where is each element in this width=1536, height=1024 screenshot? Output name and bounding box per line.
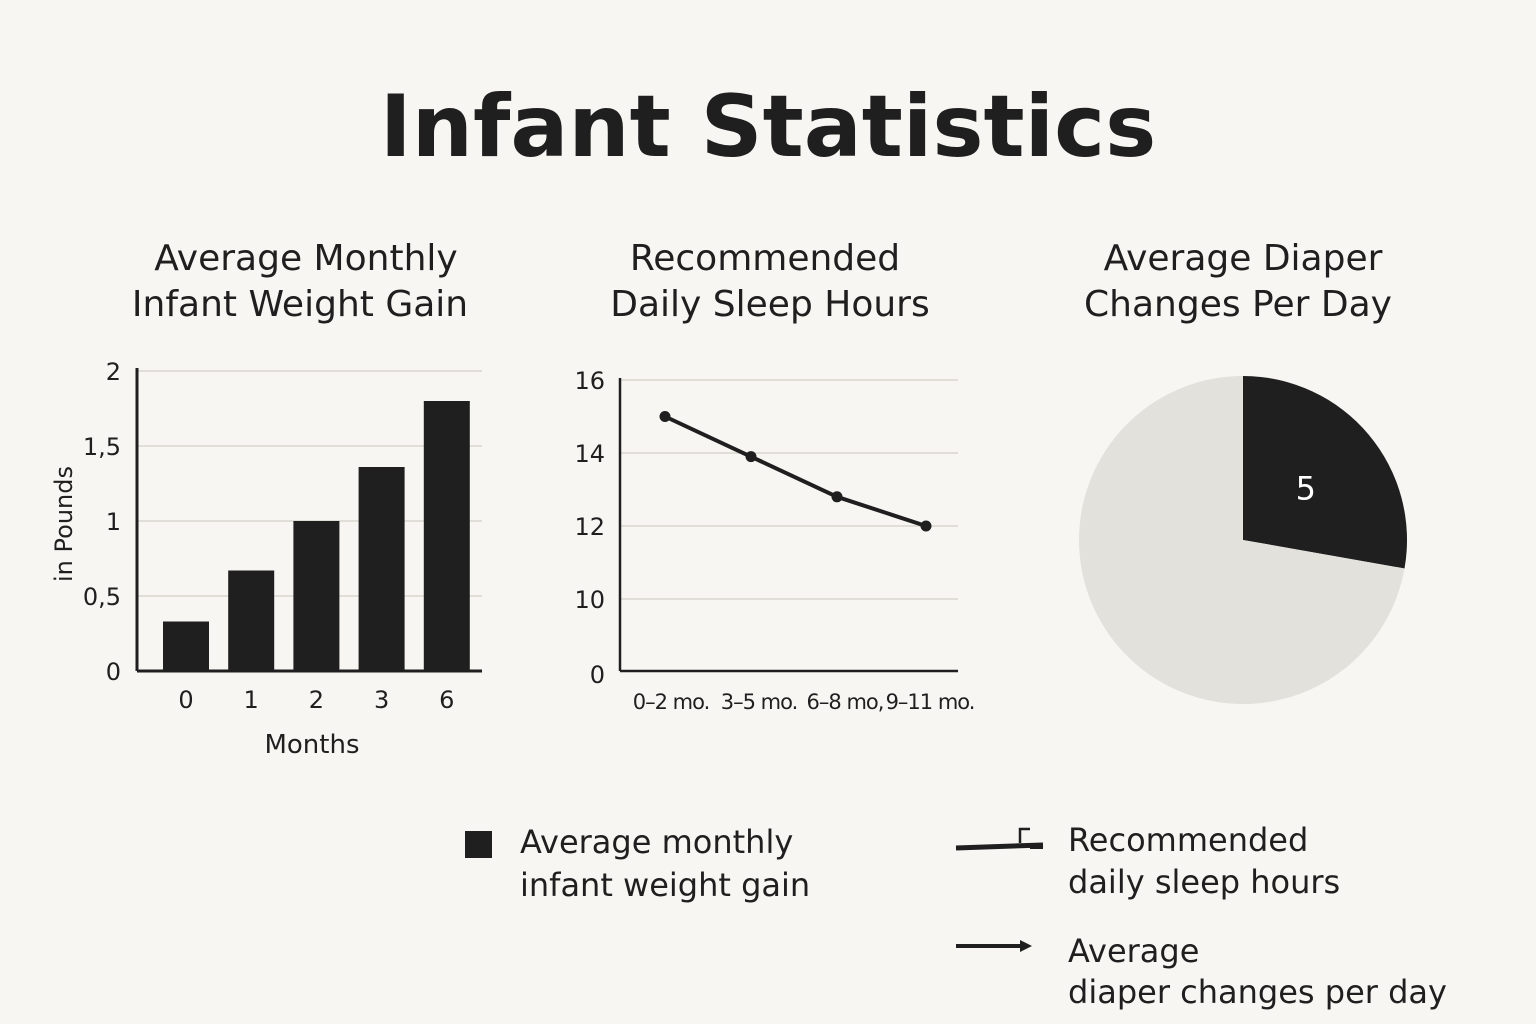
sleep-chart-point [831, 491, 843, 503]
legend-weight-line-2: infant weight gain [520, 866, 810, 904]
weight-chart-bar [423, 401, 470, 671]
weight-chart-bar [293, 521, 340, 671]
sleep-chart-gridlines [620, 379, 958, 600]
weight-chart-y-tick-label: 1,5 [83, 433, 121, 461]
weight-chart-y-tick-label: 2 [106, 358, 121, 386]
sleep-chart-y-tick-label: 10 [574, 586, 605, 614]
weight-chart-x-tick-label: 0 [178, 686, 193, 714]
weight-chart-x-ticks: 0 1 2 3 6 [178, 686, 454, 714]
weight-chart-x-tick-label: 2 [309, 686, 324, 714]
legend-item-diaper: Average diaper changes per day [956, 932, 1447, 1011]
weight-chart-y-tick-label: 1 [106, 508, 121, 536]
sleep-chart-x-tick-label: 0–2 mo. [633, 690, 710, 714]
legend-weight-line-1: Average monthly [520, 823, 793, 861]
weight-chart-title-line-2: Infant Weight Gain [132, 284, 468, 325]
sleep-chart-x-ticks: 0–2 mo. 3–5 mo. 6–8 mo, 9–11 mo. [633, 690, 976, 714]
sleep-chart-y-tick-label: 12 [574, 513, 605, 541]
sleep-chart-y-tick-label: 16 [574, 367, 605, 395]
weight-chart-y-tick-label: 0,5 [83, 583, 121, 611]
sleep-chart-point [745, 451, 757, 463]
sleep-chart-x-tick-label: 3–5 mo. [721, 690, 798, 714]
arrow-icon [956, 940, 1032, 952]
weight-chart-y-tick-label: 0 [106, 658, 121, 686]
sleep-chart-y-base-label: 0 [590, 661, 605, 689]
legend-item-sleep: Recommended daily sleep hours [955, 821, 1340, 901]
legend-diaper-line-1: Average [1068, 932, 1199, 970]
legend-sleep-line-1: Recommended [1068, 821, 1308, 859]
legend-diaper-line-2: diaper changes per day [1068, 973, 1447, 1011]
sleep-chart-point [659, 411, 671, 422]
diaper-changes-chart: Average Diaper Changes Per Day 5 [1078, 238, 1407, 704]
diaper-chart-title-line-1: Average Diaper [1104, 238, 1383, 279]
sleep-hours-chart: Recommended Daily Sleep Hours 10 12 14 16 0… [574, 238, 976, 714]
square-icon [465, 831, 492, 858]
diaper-chart-title-line-2: Changes Per Day [1084, 284, 1392, 325]
diaper-chart-labels: 5 [1296, 469, 1316, 507]
weight-gain-chart: Average Monthly Infant Weight Gain 0 0,5 1… [50, 238, 482, 760]
diaper-chart-slice [1243, 376, 1407, 569]
legend-item-weight: Average monthly infant weight gain [465, 823, 810, 904]
diaper-chart-slice [1078, 376, 1405, 704]
sleep-chart-title-line-2: Daily Sleep Hours [610, 284, 929, 325]
weight-chart-x-tick-label: 3 [374, 686, 389, 714]
line-icon [955, 827, 1044, 851]
sleep-chart-points [659, 411, 932, 532]
weight-chart-bars [163, 401, 470, 671]
weight-chart-y-label: in Pounds [50, 466, 78, 582]
legend-sleep-line-2: daily sleep hours [1068, 863, 1340, 901]
sleep-chart-y-ticks: 10 12 14 16 [574, 367, 605, 614]
sleep-chart-x-tick-label: 9–11 mo. [886, 690, 975, 714]
weight-chart-bar [228, 570, 275, 671]
weight-chart-bar [358, 467, 405, 671]
legend: Average monthly infant weight gain Recom… [465, 821, 1447, 1011]
diaper-chart-slice-label: 5 [1296, 469, 1316, 507]
weight-chart-x-tick-label: 6 [439, 686, 454, 714]
sleep-chart-point [920, 520, 932, 532]
sleep-chart-series-line [664, 414, 927, 528]
diaper-chart-slices [1078, 376, 1407, 704]
weight-chart-title-line-1: Average Monthly [154, 238, 457, 279]
weight-chart-x-tick-label: 1 [244, 686, 259, 714]
weight-chart-x-label: Months [264, 730, 359, 760]
sleep-chart-title-line-1: Recommended [630, 238, 900, 279]
weight-chart-y-ticks: 0 0,5 1 1,5 2 [83, 358, 121, 686]
sleep-chart-y-tick-label: 14 [574, 440, 605, 468]
page-title: Infant Statistics [380, 77, 1157, 177]
weight-chart-bar [163, 621, 209, 671]
sleep-chart-x-tick-label: 6–8 mo, [807, 690, 884, 714]
